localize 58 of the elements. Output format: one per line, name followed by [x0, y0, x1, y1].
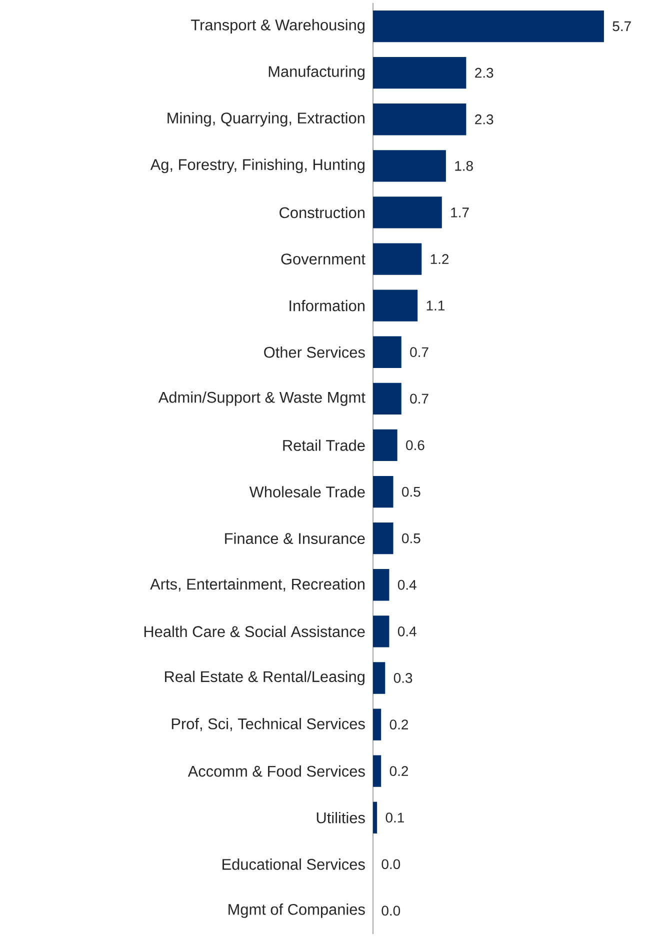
y-tick-label: Mgmt of Companies: [228, 904, 365, 918]
bar: [373, 802, 378, 834]
bar: [373, 104, 466, 136]
y-tick-label: Other Services: [264, 346, 365, 358]
y-tick-label: Utilities: [316, 812, 365, 824]
data-label: 1.7: [451, 208, 469, 218]
data-label: 5.7: [612, 21, 631, 32]
bar: [373, 522, 394, 554]
y-tick-label: Manufacturing: [268, 66, 364, 80]
bar: [373, 476, 394, 508]
data-label: 0.7: [410, 347, 428, 358]
y-tick-label: Real Estate & Rental/Leasing: [165, 670, 364, 686]
y-tick-label: Information: [290, 300, 364, 312]
bar: [373, 382, 402, 415]
data-label: 0.5: [402, 533, 420, 544]
bar: [373, 57, 466, 89]
data-label: 1.1: [426, 300, 444, 310]
data-label: 0.0: [382, 906, 400, 916]
y-tick-label: Government: [281, 254, 366, 264]
y-tick-label: Accomm & Food Services: [188, 765, 365, 777]
bar: [373, 290, 418, 322]
y-tick-label: Arts, Entertainment, Recreation: [150, 578, 364, 592]
bar: [373, 150, 446, 182]
bar: [373, 243, 422, 275]
bar: [373, 429, 398, 462]
bar: [373, 196, 442, 228]
data-label: 1.8: [455, 160, 473, 171]
y-tick-label: Retail Trade: [283, 440, 365, 451]
data-label: 0.1: [386, 812, 404, 823]
y-tick-label: Construction: [280, 206, 364, 218]
bar: [373, 662, 386, 694]
y-tick-label: Admin/Support & Waste Mgmt: [158, 391, 366, 406]
data-label: 2.3: [475, 68, 494, 78]
data-label: 0.6: [406, 440, 424, 450]
y-tick-label: Ag, Forestry, Finishing, Hunting: [150, 158, 364, 174]
data-label: 0.0: [382, 859, 400, 870]
data-label: 2.3: [475, 114, 494, 124]
bar: [373, 10, 604, 42]
y-tick-label: Transport & Warehousing: [191, 19, 364, 34]
y-tick-label: Mining, Quarrying, Extraction: [168, 112, 364, 127]
y-tick-label: Health Care & Social Assistance: [144, 626, 365, 638]
y-tick-label: Wholesale Trade: [249, 486, 365, 498]
data-label: 0.5: [402, 486, 420, 497]
y-tick-label: Finance & Insurance: [225, 532, 365, 544]
data-label: 0.3: [394, 673, 412, 683]
data-label: 1.2: [430, 254, 449, 264]
bar: [373, 336, 402, 368]
data-label: 0.4: [398, 580, 416, 590]
bar: [373, 755, 382, 787]
data-label: 0.2: [390, 720, 408, 730]
bar: [373, 616, 390, 648]
data-label: 0.2: [390, 766, 408, 776]
bar: [373, 569, 390, 601]
bar: [373, 708, 382, 740]
data-label: 0.7: [410, 394, 428, 404]
y-tick-label: Educational Services: [222, 858, 365, 870]
y-tick-label: Prof, Sci, Technical Services: [172, 718, 365, 732]
data-label: 0.4: [398, 626, 416, 636]
